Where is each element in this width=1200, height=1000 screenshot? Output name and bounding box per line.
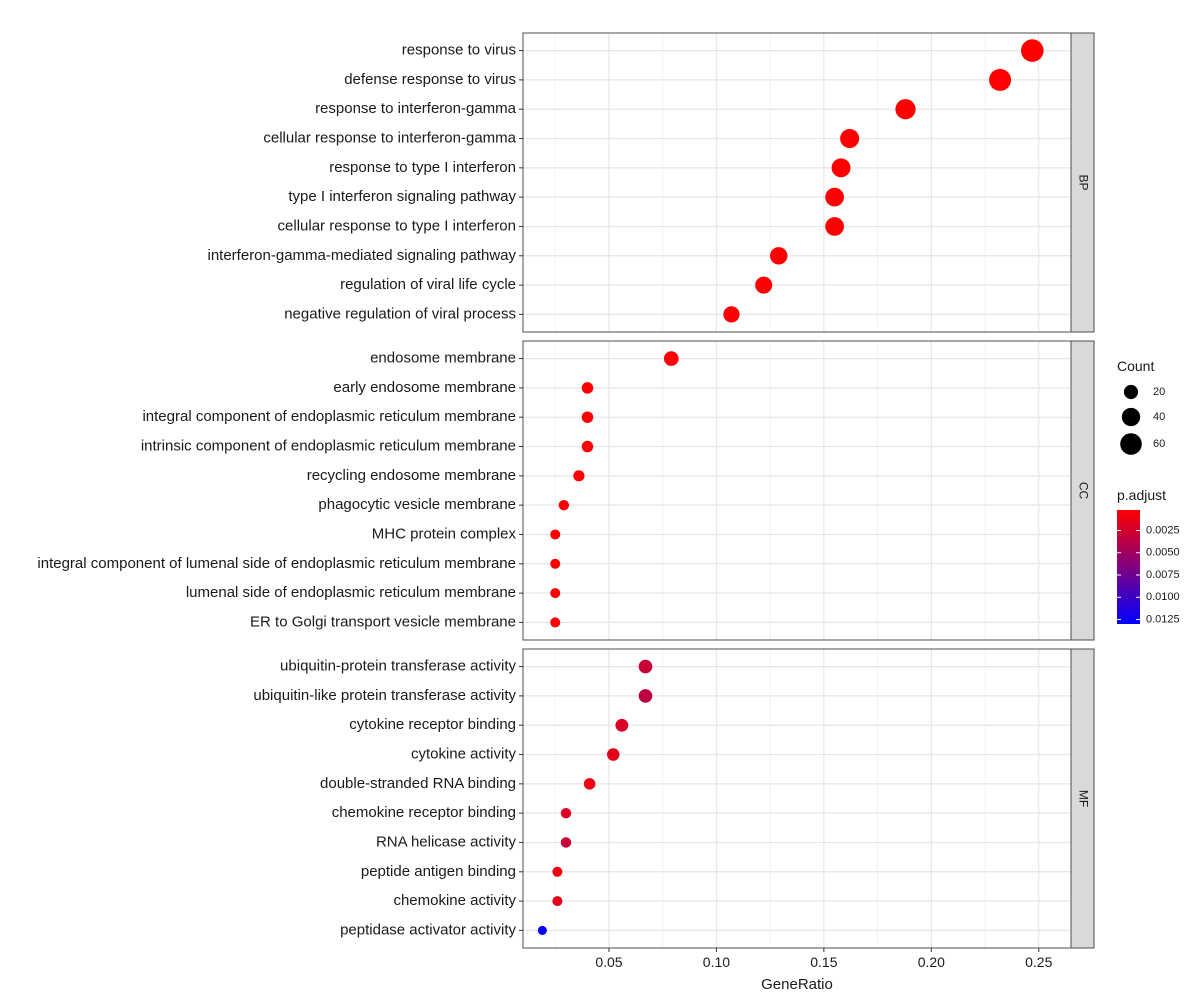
panel-border xyxy=(522,340,1072,641)
data-point xyxy=(723,306,740,323)
color-legend-label: 0.0050 xyxy=(1146,547,1180,559)
data-point xyxy=(552,896,563,907)
facet-strip xyxy=(1070,32,1095,333)
data-point xyxy=(560,837,572,848)
x-axis-title: GeneRatio xyxy=(761,976,833,993)
panel-border xyxy=(522,648,1072,949)
data-point xyxy=(615,718,629,732)
data-point xyxy=(831,158,851,178)
term-label: recycling endosome membrane xyxy=(307,467,516,484)
data-point xyxy=(550,588,561,599)
term-label: cellular response to type I interferon xyxy=(278,217,516,234)
size-legend-label: 20 xyxy=(1153,386,1165,398)
data-point xyxy=(825,217,844,236)
facet-strip-label: CC xyxy=(1076,482,1090,500)
term-label: regulation of viral life cycle xyxy=(340,276,516,293)
x-tick-label: 0.05 xyxy=(595,954,622,970)
data-point xyxy=(537,925,547,935)
facet-panel-bp: BP response to virus defense response to v… xyxy=(208,32,1095,333)
term-label: endosome membrane xyxy=(370,350,516,367)
term-label: defense response to virus xyxy=(344,71,516,88)
size-legend-label: 60 xyxy=(1153,438,1165,450)
data-point xyxy=(558,499,570,511)
term-label: cytokine activity xyxy=(411,745,517,762)
x-tick-label: 0.25 xyxy=(1025,954,1052,970)
term-label: response to virus xyxy=(402,42,516,59)
size-legend-key xyxy=(1121,407,1141,427)
term-label: response to type I interferon xyxy=(329,159,516,176)
term-label: lumenal side of endoplasmic reticulum me… xyxy=(186,584,516,601)
data-point xyxy=(1021,39,1044,62)
data-point xyxy=(581,382,594,394)
data-point xyxy=(583,778,596,790)
term-label: ubiquitin-like protein transferase activ… xyxy=(253,687,516,704)
term-label: integral component of endoplasmic reticu… xyxy=(142,408,516,425)
size-legend-title: Count xyxy=(1117,358,1154,374)
data-point xyxy=(663,351,679,366)
facet-strip xyxy=(1070,648,1095,949)
facet-strip xyxy=(1070,340,1095,641)
term-label: peptidase activator activity xyxy=(340,921,516,938)
term-label: negative regulation of viral process xyxy=(284,305,516,322)
data-point xyxy=(560,807,572,819)
data-point xyxy=(573,470,585,482)
data-point xyxy=(581,411,594,423)
data-point xyxy=(607,748,620,761)
x-tick-label: 0.10 xyxy=(703,954,730,970)
data-point xyxy=(638,659,653,674)
size-legend-key xyxy=(1123,384,1139,400)
term-label: RNA helicase activity xyxy=(376,833,517,850)
facet-panel-mf: MF ubiquitin-protein transferase activity… xyxy=(253,648,1095,949)
term-label: type I interferon signaling pathway xyxy=(288,188,516,205)
term-label: ubiquitin-protein transferase activity xyxy=(280,658,516,675)
data-point xyxy=(550,617,561,628)
panel-border xyxy=(522,32,1072,333)
facet-panels: BP response to virus defense response to v… xyxy=(37,32,1095,949)
term-label: peptide antigen binding xyxy=(361,863,516,880)
data-point xyxy=(989,68,1012,91)
data-point xyxy=(638,689,653,703)
term-label: interferon-gamma-mediated signaling path… xyxy=(208,247,517,264)
data-point xyxy=(550,558,561,569)
term-label: integral component of lumenal side of en… xyxy=(37,555,516,572)
facet-panel-cc: CC endosome membrane early endosome membra… xyxy=(37,340,1095,641)
term-label: double-stranded RNA binding xyxy=(320,775,516,792)
legend: Count 20 40 60 p.adjust 0.0025 0.0050 0.0075 0.0… xyxy=(1117,358,1180,625)
term-label: chemokine receptor binding xyxy=(332,804,516,821)
color-legend-bar xyxy=(1117,510,1140,624)
term-label: response to interferon-gamma xyxy=(315,100,517,117)
term-label: intrinsic component of endoplasmic retic… xyxy=(141,437,516,454)
term-label: cytokine receptor binding xyxy=(349,716,516,733)
x-tick-label: 0.15 xyxy=(810,954,837,970)
term-label: ER to Golgi transport vesicle membrane xyxy=(250,613,516,630)
data-point xyxy=(825,187,844,207)
color-legend-label: 0.0075 xyxy=(1146,569,1180,581)
term-label: early endosome membrane xyxy=(333,379,516,396)
color-legend-title: p.adjust xyxy=(1117,487,1166,503)
facet-strip-label: BP xyxy=(1076,174,1090,190)
facet-strip-label: MF xyxy=(1076,790,1090,807)
size-legend-label: 40 xyxy=(1153,411,1165,423)
x-tick-label: 0.20 xyxy=(918,954,945,970)
term-label: chemokine activity xyxy=(393,892,516,909)
data-point xyxy=(840,128,860,149)
data-point xyxy=(581,440,594,453)
color-legend-label: 0.0100 xyxy=(1146,591,1180,603)
term-label: cellular response to interferon-gamma xyxy=(263,129,516,146)
color-legend-label: 0.0125 xyxy=(1146,613,1180,625)
data-point xyxy=(550,529,561,540)
data-point xyxy=(895,99,916,120)
data-point xyxy=(755,276,773,294)
term-label: MHC protein complex xyxy=(372,525,517,542)
x-axis: 0.05 0.10 0.15 0.20 0.25 xyxy=(595,948,1053,970)
size-legend-key xyxy=(1120,433,1142,455)
term-label: phagocytic vesicle membrane xyxy=(318,496,516,513)
color-legend-label: 0.0025 xyxy=(1146,524,1180,536)
data-point xyxy=(552,866,563,877)
data-point xyxy=(770,247,788,265)
